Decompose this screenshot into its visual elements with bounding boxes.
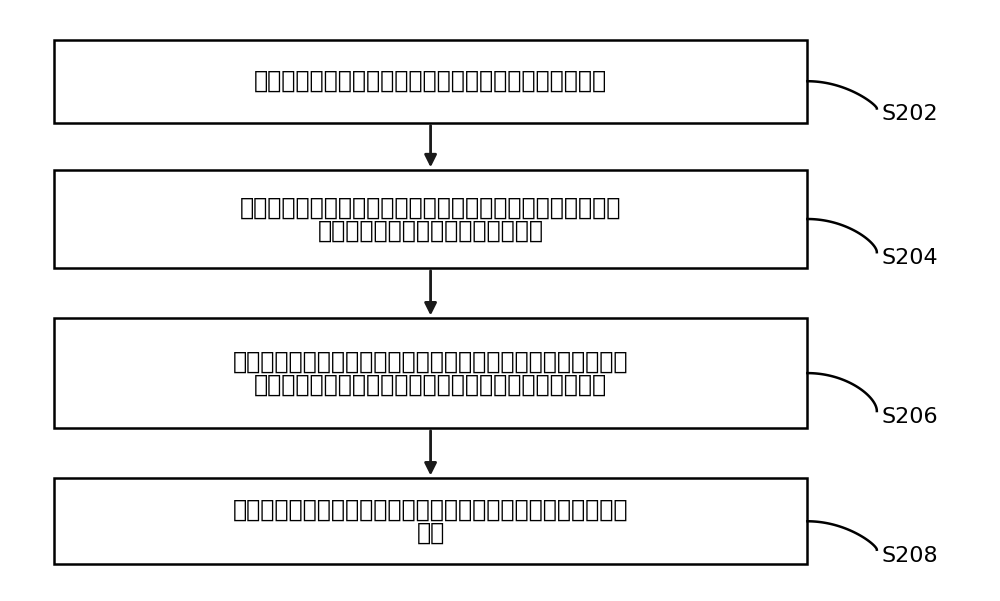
- Text: 迹，以根据该参数根轨迹确定待整定单频点的积分系数值: 迹，以根据该参数根轨迹确定待整定单频点的积分系数值: [254, 373, 607, 397]
- Text: S202: S202: [882, 105, 938, 124]
- Text: S208: S208: [882, 546, 938, 566]
- Text: S206: S206: [882, 407, 938, 427]
- FancyBboxPatch shape: [54, 170, 807, 268]
- Text: 确定待整定单频点的目标比例系数值: 确定待整定单频点的目标比例系数值: [318, 218, 544, 242]
- FancyBboxPatch shape: [54, 40, 807, 123]
- FancyBboxPatch shape: [54, 478, 807, 564]
- Text: 结果: 结果: [416, 520, 445, 545]
- Text: 根据目标比例系数值，获取目标传递函数中积分系数的参数根轨: 根据目标比例系数值，获取目标传递函数中积分系数的参数根轨: [233, 350, 628, 374]
- Text: 根据目标传递函数、待整定单频点的角频率和预设计算条件，: 根据目标传递函数、待整定单频点的角频率和预设计算条件，: [240, 196, 621, 220]
- FancyBboxPatch shape: [54, 319, 807, 428]
- Text: S204: S204: [882, 248, 938, 268]
- Text: 根据目标比例系数值和积分系数值确定待整定单频点的参数整定: 根据目标比例系数值和积分系数值确定待整定单频点的参数整定: [233, 498, 628, 522]
- Text: 获取谐波电压源的目标传递函数和待整定单频点的角频率: 获取谐波电压源的目标传递函数和待整定单频点的角频率: [254, 69, 607, 93]
